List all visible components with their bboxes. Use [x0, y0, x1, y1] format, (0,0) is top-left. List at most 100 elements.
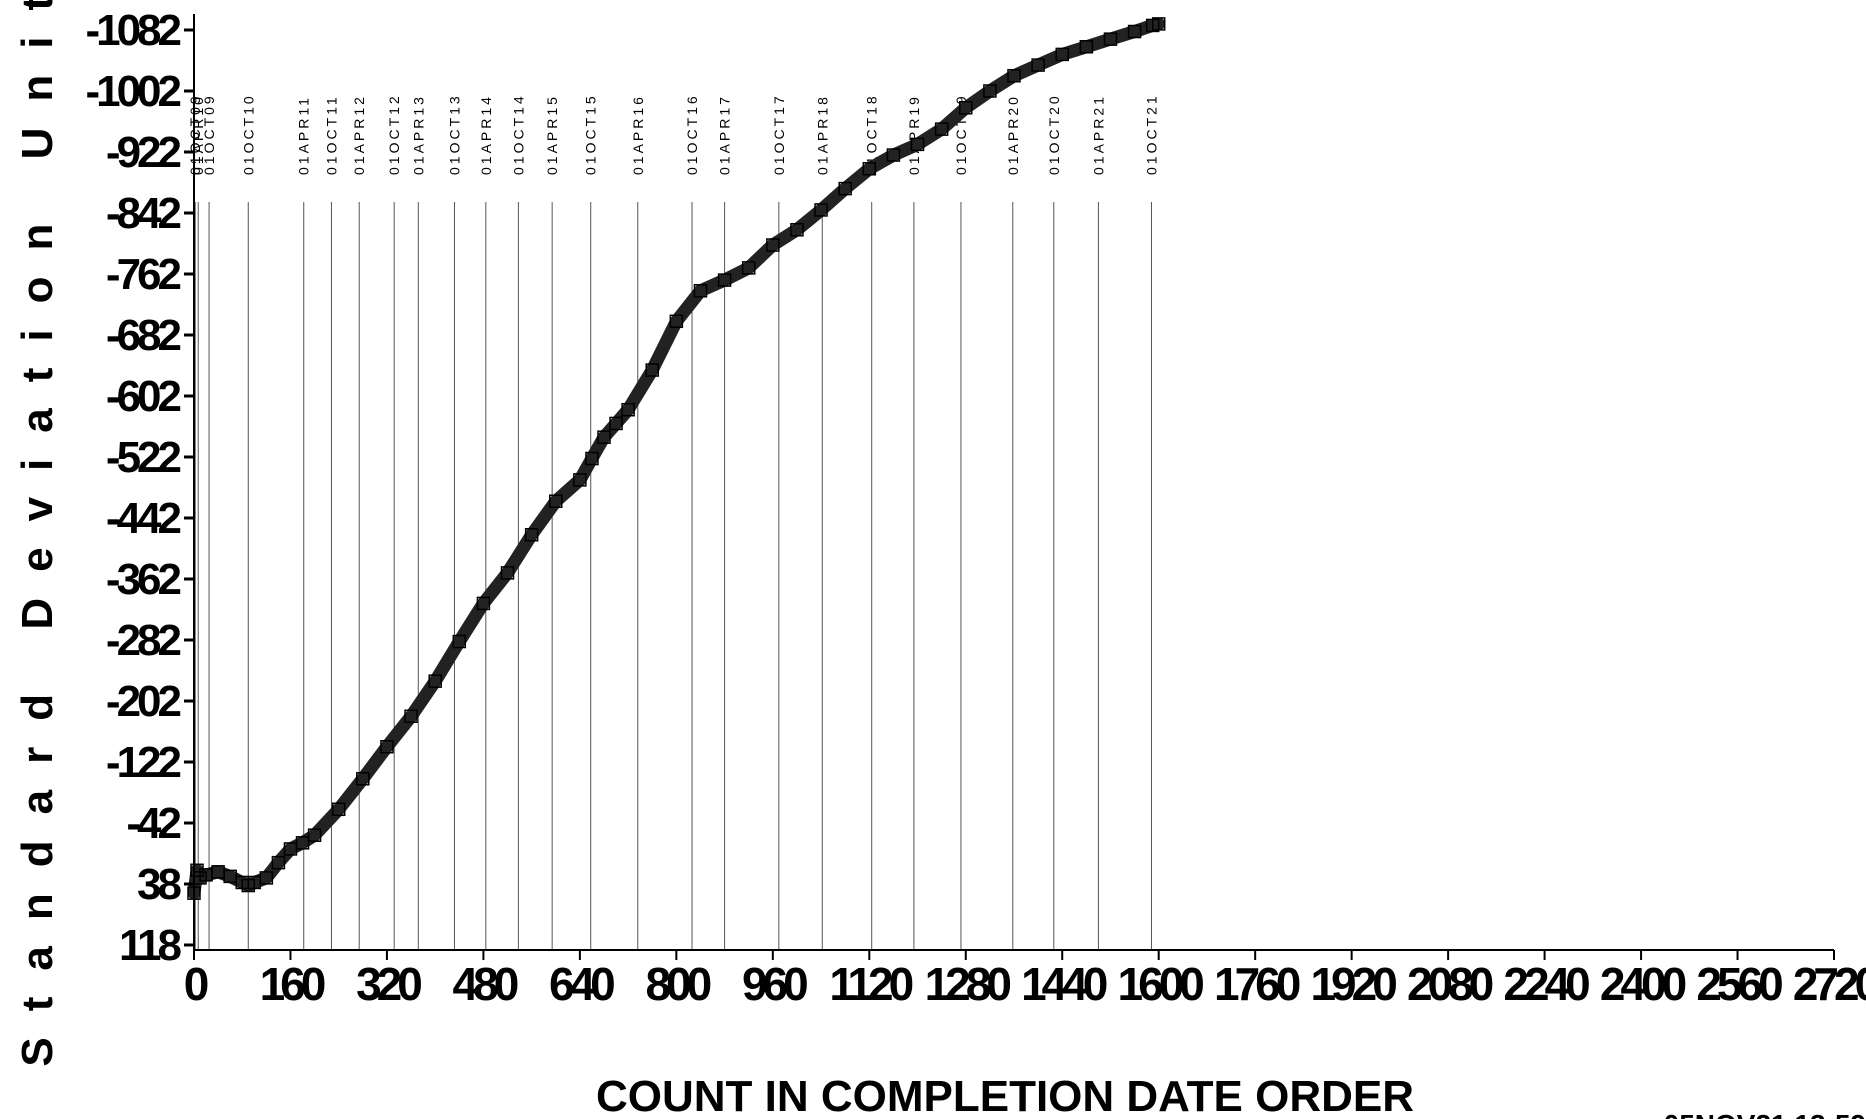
y-tick-label: -1082 [85, 6, 180, 55]
date-reference-label: 01OCT11 [323, 94, 339, 175]
x-tick-label: 2240 [1503, 958, 1589, 1010]
data-point-marker [814, 203, 828, 217]
y-tick-label: -602 [106, 372, 181, 421]
data-point-marker [1055, 47, 1069, 62]
date-reference-label: 01OCT20 [1046, 93, 1062, 175]
date-reference-label: 01APR15 [544, 94, 560, 175]
y-tick-label: -522 [106, 433, 181, 482]
date-reference-label: 01APR12 [351, 94, 367, 175]
data-point-marker [838, 181, 852, 196]
y-axis-title: Standard Deviation Units [13, 0, 62, 1067]
x-tick-label: 1440 [1021, 958, 1107, 1010]
y-tick-label: -122 [106, 738, 181, 787]
data-point-marker [452, 634, 467, 649]
y-tick-label: -922 [106, 128, 181, 177]
data-point-marker [380, 740, 394, 754]
y-tick-label: -762 [106, 250, 181, 299]
y-tick-label: 38 [137, 860, 181, 909]
data-point-marker [983, 84, 997, 98]
data-point-marker [790, 223, 804, 237]
data-point-marker [1007, 69, 1021, 83]
date-reference-label: 01APR19 [906, 94, 922, 175]
x-tick-label: 0 [184, 958, 208, 1010]
date-reference-label: 01APR20 [1005, 94, 1021, 175]
data-point-marker [645, 363, 659, 377]
date-reference-label: 01APR17 [717, 94, 733, 175]
x-tick-label: 800 [645, 958, 710, 1010]
data-point-marker [1079, 40, 1094, 54]
date-reference-label: 01APR18 [814, 94, 830, 175]
date-reference-label: 01APR21 [1090, 94, 1106, 175]
x-tick-label: 160 [260, 958, 325, 1010]
data-point-marker [476, 596, 491, 611]
axes [193, 14, 1834, 951]
data-point-marker [609, 416, 623, 431]
date-reference-label: 01OCT18 [864, 93, 880, 175]
data-point-marker [549, 494, 563, 508]
y-tick-label: 118 [119, 921, 182, 970]
data-point-marker [766, 238, 780, 252]
data-point-marker [500, 566, 515, 580]
date-reference-label: 01OCT09 [187, 93, 203, 175]
data-point-marker [910, 137, 925, 152]
data-point-marker [621, 402, 635, 417]
x-tick-label: 2400 [1600, 958, 1686, 1010]
date-reference-label: 01OCT10 [240, 93, 256, 175]
data-point-marker [1127, 24, 1142, 39]
footer-timestamp: 05NOV21 13:59 [1664, 1109, 1866, 1119]
x-axis-ticks: 0 160 320 480 640 800 960 1120 1280 1440 1600 1760 1… [184, 950, 1866, 1010]
data-point-marker [585, 451, 599, 466]
x-tick-label: 2560 [1696, 958, 1782, 1010]
y-tick-label: -1002 [85, 67, 180, 116]
data-point-marker [959, 101, 973, 115]
x-tick-label: 640 [549, 958, 614, 1010]
data-point-marker [404, 709, 418, 723]
date-reference-label: 01OCT15 [583, 93, 599, 175]
date-reference-label: 01APR13 [410, 94, 426, 175]
data-point-marker [524, 528, 539, 542]
data-point-marker [1151, 17, 1166, 31]
date-reference-label: 01OCT17 [771, 93, 787, 175]
x-axis-title: COUNT IN COMPLETION DATE ORDER [596, 1072, 1414, 1119]
date-reference-lines [194, 202, 1152, 950]
data-point-marker [295, 836, 310, 850]
date-reference-label: 01APR14 [478, 94, 494, 175]
y-tick-label: -842 [106, 189, 181, 238]
y-tick-label: -42 [126, 799, 180, 848]
y-tick-label: -282 [106, 616, 181, 665]
x-tick-label: 1120 [829, 958, 912, 1010]
date-reference-label: 01APR11 [296, 95, 312, 175]
x-tick-label: 1280 [925, 958, 1011, 1010]
x-tick-label: 1760 [1214, 958, 1300, 1010]
data-point-marker [190, 863, 204, 878]
data-point-marker [356, 772, 370, 786]
date-reference-label: 01OCT21 [1143, 93, 1159, 175]
date-reference-label: 01OCT09 [201, 93, 217, 175]
data-point-marker [693, 284, 708, 298]
y-tick-label: -682 [106, 311, 181, 360]
x-tick-label: 1920 [1310, 958, 1396, 1010]
x-tick-label: 320 [356, 958, 421, 1010]
data-point-marker [331, 802, 346, 817]
data-point-marker [259, 871, 274, 885]
y-tick-label: -362 [106, 555, 181, 604]
date-reference-label: 01OCT16 [684, 93, 700, 175]
data-point-marker [717, 273, 732, 287]
x-tick-label: 2080 [1407, 958, 1493, 1010]
data-point-marker [428, 674, 442, 688]
y-axis-ticks: 118 38 -42 -122 -202 -282 -362 -442 -522 -602 -682… [85, 6, 194, 970]
data-point-marker [669, 314, 684, 329]
data-point-marker [741, 261, 756, 275]
data-point-marker [886, 148, 901, 162]
data-point-marker [1103, 32, 1118, 46]
x-tick-label: 960 [742, 958, 807, 1010]
data-point-marker [573, 473, 587, 487]
data-point-marker [862, 162, 877, 176]
x-tick-label: 1600 [1118, 958, 1204, 1010]
date-reference-label: 01OCT14 [510, 93, 526, 175]
y-tick-label: -442 [106, 494, 181, 543]
y-tick-label: -202 [106, 677, 181, 726]
date-reference-label: 01OCT12 [386, 93, 402, 175]
x-tick-label: 480 [453, 958, 518, 1010]
